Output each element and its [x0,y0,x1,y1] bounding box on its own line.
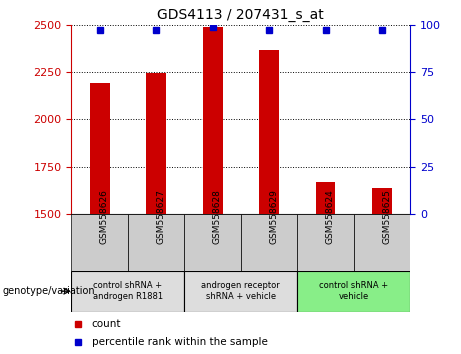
Text: GSM558628: GSM558628 [213,189,222,245]
Text: GSM558625: GSM558625 [382,189,391,245]
Text: control shRNA +
androgen R1881: control shRNA + androgen R1881 [93,281,163,301]
Bar [372,188,392,214]
Title: GDS4113 / 207431_s_at: GDS4113 / 207431_s_at [158,8,324,22]
Text: genotype/variation: genotype/variation [2,286,95,296]
Bar [71,214,128,271]
Bar [203,27,223,214]
Text: GSM558627: GSM558627 [156,189,165,245]
Bar [71,271,184,312]
Bar [146,73,166,214]
Bar [297,271,410,312]
Bar [184,214,241,271]
Text: GSM558624: GSM558624 [325,190,335,244]
Bar [241,214,297,271]
Bar [354,214,410,271]
Text: percentile rank within the sample: percentile rank within the sample [92,337,268,347]
Bar [316,182,336,214]
Text: GSM558626: GSM558626 [100,189,109,245]
Text: GSM558629: GSM558629 [269,189,278,245]
Bar [128,214,184,271]
Text: control shRNA +
vehicle: control shRNA + vehicle [319,281,388,301]
Bar [297,214,354,271]
Text: androgen receptor
shRNA + vehicle: androgen receptor shRNA + vehicle [201,281,280,301]
Bar [90,84,110,214]
Text: count: count [92,319,121,329]
Bar [184,271,297,312]
Bar [259,50,279,214]
